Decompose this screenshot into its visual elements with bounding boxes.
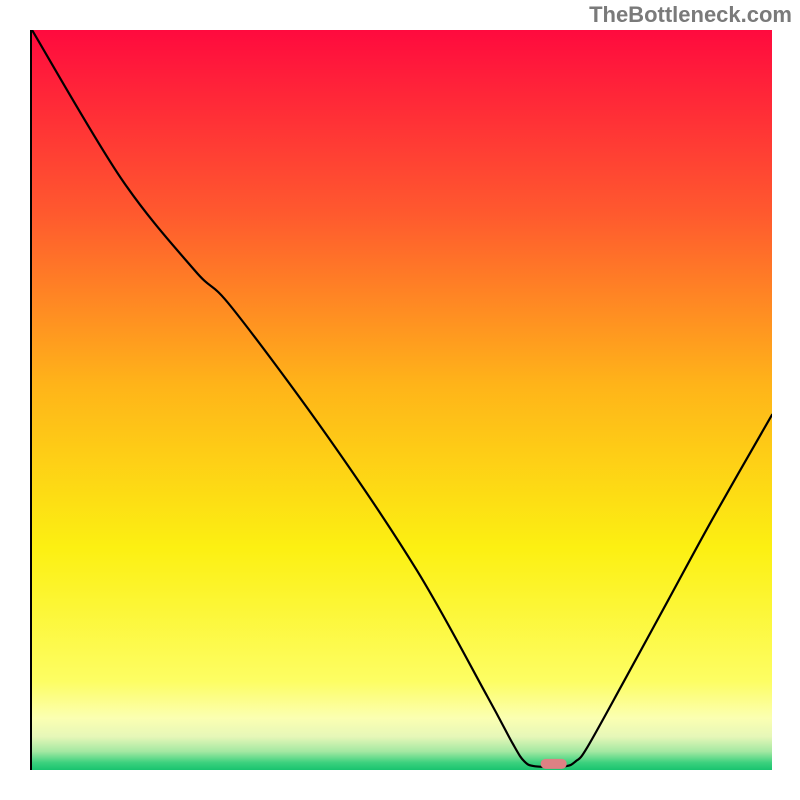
plot-area <box>30 30 770 770</box>
curve-line <box>32 30 772 770</box>
watermark-text: TheBottleneck.com <box>589 2 792 28</box>
chart-container: TheBottleneck.com <box>0 0 800 800</box>
bottleneck-marker <box>540 759 567 769</box>
